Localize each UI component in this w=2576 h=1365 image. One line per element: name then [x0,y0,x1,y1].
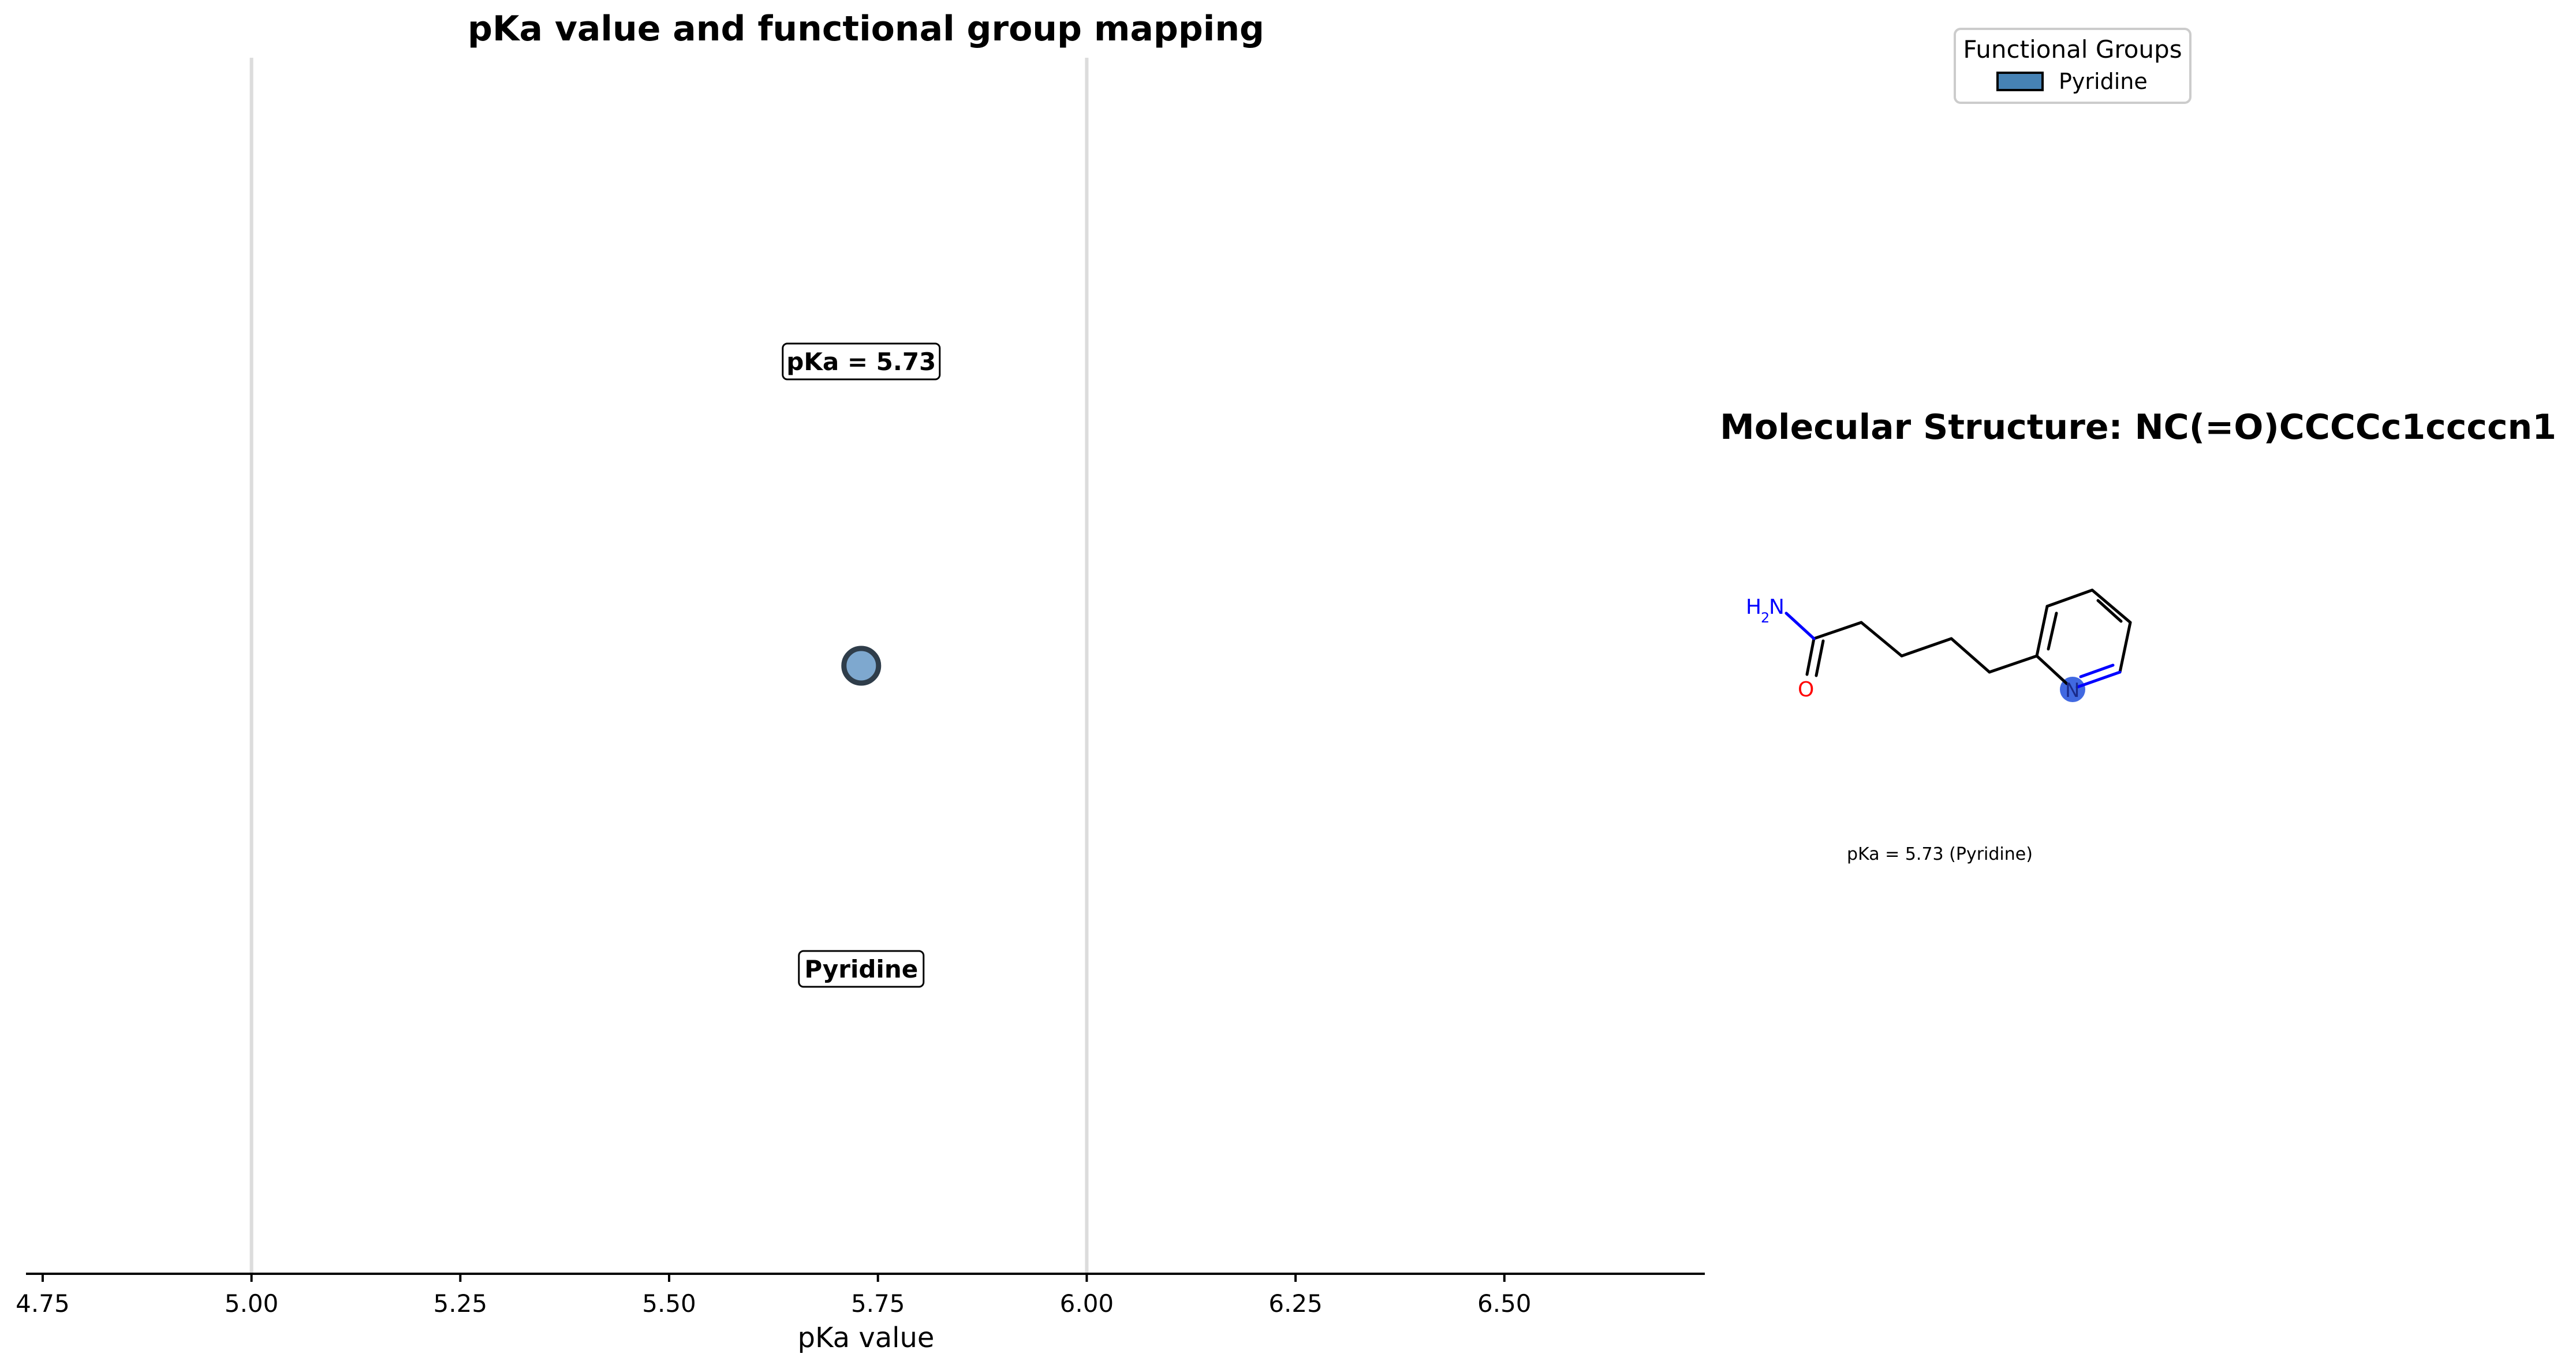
molecule-drawing: H 2 N O N [1746,588,2132,702]
molecule-title: Molecular Structure: NC(=O)CCCCc1ccccn1 [1720,407,2556,447]
bond-c4-c5 [1950,637,1991,674]
legend-title: Functional Groups [1963,35,2182,64]
x-tick-label-6: 6.25 [1268,1289,1323,1318]
x-tick-label-4: 5.75 [851,1289,905,1318]
legend-entry-pyridine: Pyridine [2059,69,2148,94]
x-axis-label: pKa value [798,1322,935,1354]
x-tick-label-2: 5.25 [434,1289,488,1318]
x-tick-label-7: 6.50 [1477,1289,1532,1318]
bond-ring-c [2090,588,2132,624]
amine-nitrogen-label: N [1769,595,1784,619]
bond-c-o-1 [1805,637,1816,676]
bond-ring-e [2035,654,2069,685]
bond-c5-ring [1988,654,2039,674]
data-point-pyridine [841,646,882,686]
bond-c1-c2 [1812,621,1863,640]
molecule-caption: pKa = 5.73 (Pyridine) [1847,844,2033,864]
bond-c2-c3 [1860,621,1903,658]
value-label: pKa = 5.73 [786,348,936,376]
bond-amine [1784,611,1816,640]
bond-c-o-2 [1815,639,1825,677]
group-label-box: Pyridine [798,950,925,988]
carbonyl-oxygen-label: O [1798,678,1814,702]
amine-subscript-label: 2 [1761,610,1769,626]
ring-nitrogen-label: N [2065,679,2080,702]
x-tick-label-0: 4.75 [16,1289,70,1318]
bond-ring-b [2045,588,2094,608]
bond-ring-double-a [2047,611,2058,651]
bond-ring-d [2118,621,2132,674]
bond-c3-c4 [1900,637,1953,658]
x-tick-label-5: 6.00 [1060,1289,1114,1318]
group-label: Pyridine [804,955,918,983]
value-label-box: pKa = 5.73 [782,342,941,381]
bonds [1805,588,2132,685]
chart-title: pKa value and functional group mapping [468,9,1264,49]
legend-swatch-pyridine [1996,72,2044,91]
bond-ring-n-double [2075,670,2122,689]
amine-hydrogen-label: H [1746,595,1761,619]
bond-ring-double-b [2096,599,2123,623]
bond-ring-a [2035,605,2049,658]
x-tick-label-3: 5.50 [642,1289,696,1318]
x-ticks: 4.75 5.00 5.25 5.50 5.75 6.00 6.25 6.50 [16,1274,1532,1318]
molecule-panel: Molecular Structure: NC(=O)CCCCc1ccccn1 [1720,407,2556,864]
x-tick-label-1: 5.00 [225,1289,279,1318]
legend: Functional Groups Pyridine [1954,28,2192,104]
pka-chart: pKa value and functional group mapping 4… [16,9,1705,1354]
bond-ring-n-inner [2079,663,2115,678]
